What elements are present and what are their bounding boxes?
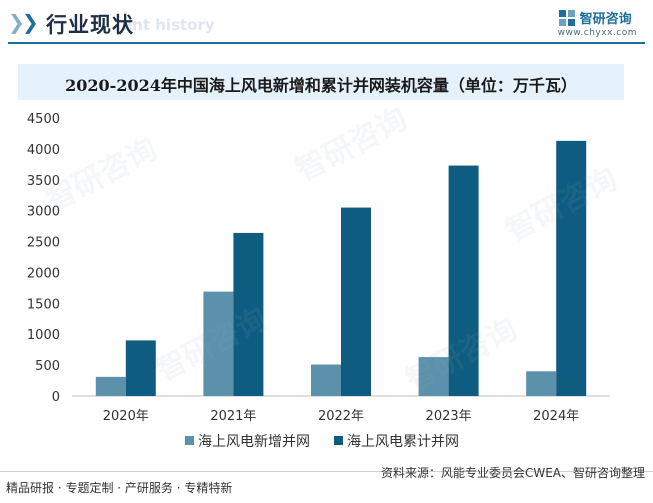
x-tick-label: 2022年 — [318, 409, 364, 424]
header-divider — [8, 42, 645, 44]
legend-swatch — [334, 436, 343, 445]
y-tick-label: 1000 — [27, 328, 60, 343]
footer-services: 精品研报 · 专题定制 · 产研服务 · 专精特新 — [6, 481, 233, 495]
bar-new — [311, 364, 341, 396]
y-tick-label: 2000 — [27, 266, 60, 281]
footer-divider — [0, 471, 653, 472]
page-title: 行业现状 — [46, 13, 134, 37]
y-tick-label: 0 — [52, 390, 60, 405]
x-tick-label: 2024年 — [533, 409, 579, 424]
y-tick-label: 1500 — [27, 297, 60, 312]
footer-source: 资料来源：风能专业委员会CWEA、智研咨询整理 — [380, 466, 645, 480]
bar-cumulative — [341, 207, 371, 396]
bar-new — [418, 357, 449, 396]
bar-cumulative — [125, 340, 156, 396]
brand-name: 智研咨询 — [579, 12, 632, 27]
bar-new — [95, 376, 126, 396]
bar-cumulative — [448, 165, 479, 396]
chart-title: 2020-2024年中国海上风电新增和累计并网装机容量（单位：万千瓦） — [65, 76, 577, 95]
y-tick-label: 500 — [35, 359, 60, 374]
bar-chart: 0 500 1000 1500 2000 2500 3000 3500 4000 4500 2020… — [27, 112, 610, 450]
y-tick-label: 2500 — [27, 236, 60, 251]
legend-swatch — [185, 436, 194, 445]
legend-label: 海上风电累计并网 — [347, 434, 459, 450]
y-tick-label: 4500 — [27, 112, 60, 127]
y-tick-label: 3500 — [27, 174, 60, 189]
brand-url: www.chyxx.com — [557, 28, 637, 38]
legend-label: 海上风电新增并网 — [198, 434, 310, 450]
bar-cumulative — [233, 232, 264, 396]
header-ghost-text: ent history — [122, 16, 215, 34]
brand-logo-icon — [558, 9, 575, 26]
x-tick-label: 2021年 — [210, 409, 256, 424]
chevron-right-icon: ❯ — [22, 10, 39, 34]
chart-title-box: 2020-2024年中国海上风电新增和累计并网装机容量（单位：万千瓦） — [18, 64, 624, 100]
y-tick-label: 4000 — [27, 143, 60, 158]
x-tick-label: 2023年 — [426, 409, 472, 424]
y-tick-label: 3000 — [27, 205, 60, 220]
header: ❯ ❯ ent history 行业现状 智研咨询 www.chyxx.com — [0, 0, 653, 50]
x-tick-label: 2020年 — [103, 409, 149, 424]
chevron-right-icon: ❯ — [8, 10, 25, 34]
bar-cumulative — [556, 140, 587, 396]
bar-new — [203, 291, 234, 396]
brand-logo: 智研咨询 www.chyxx.com — [558, 8, 637, 38]
bar-new — [526, 371, 557, 396]
